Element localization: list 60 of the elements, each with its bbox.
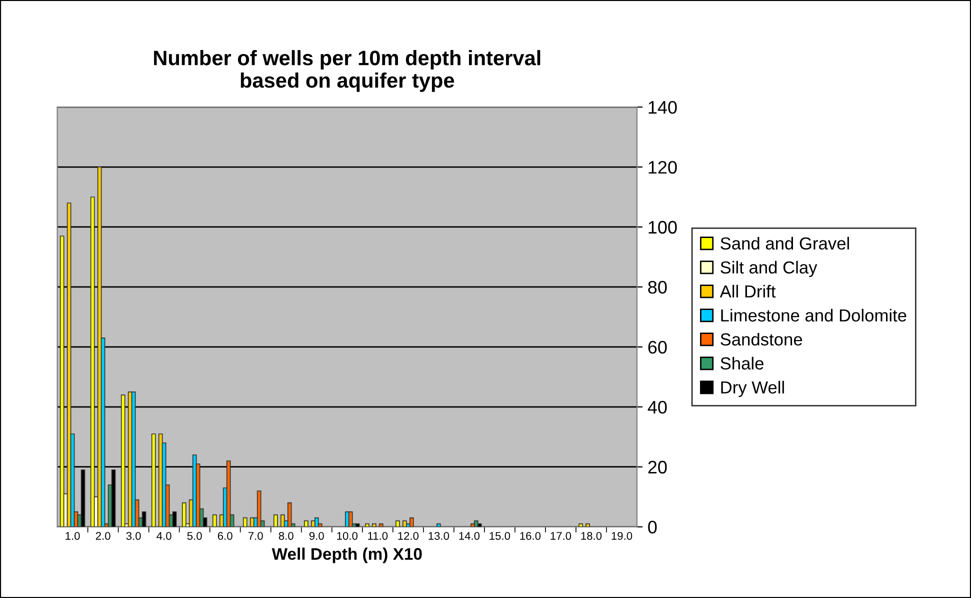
bar	[586, 523, 590, 527]
legend-label: Limestone and Dolomite	[721, 308, 906, 322]
bar	[304, 520, 308, 527]
x-tick-label: 4.0	[156, 532, 172, 540]
x-tick-label: 19.0	[612, 532, 632, 540]
x-tick-label: 9.0	[309, 532, 324, 540]
bar	[226, 460, 231, 527]
x-tick-label: 12.0	[398, 532, 419, 540]
x-tick-label: 3.0	[126, 532, 141, 540]
bar	[212, 514, 217, 527]
x-tick-label: 16.0	[520, 532, 541, 540]
bar	[60, 236, 64, 527]
bar	[182, 502, 186, 527]
bar	[131, 391, 136, 527]
x-axis-title: Well Depth (m) X10	[272, 548, 422, 564]
bar	[120, 394, 126, 527]
x-tick-label: 17.0	[550, 532, 572, 540]
chart-title: Number of wells per 10m depth interval based on aquifer type	[154, 50, 540, 92]
x-tick-label: 14.0	[459, 532, 480, 540]
bar	[409, 517, 414, 527]
y-tick-label: 80	[648, 280, 667, 294]
x-tick-label: 7.0	[248, 532, 263, 540]
x-tick-label: 1.0	[66, 532, 80, 540]
legend-label: Dry Well	[721, 380, 784, 398]
bar	[372, 523, 376, 527]
x-tick-label: 10.0	[337, 532, 358, 540]
bar	[436, 523, 441, 527]
y-tick-label: 120	[648, 160, 677, 174]
legend-label: Sandstone	[720, 332, 802, 346]
y-tick-label: 40	[648, 400, 667, 414]
bar	[280, 514, 285, 527]
bar	[348, 511, 353, 527]
legend-label: Silt and Clay	[720, 260, 818, 278]
x-tick-label: 18.0	[581, 532, 602, 540]
bar	[151, 433, 156, 527]
bar	[287, 502, 292, 527]
y-tick-label: 60	[648, 340, 667, 354]
bar	[314, 517, 319, 527]
x-tick-label: 2.0	[96, 532, 110, 540]
bar	[396, 520, 400, 527]
y-tick-label: 100	[648, 220, 677, 234]
x-tick-label: 6.0	[218, 532, 232, 540]
y-tick-label: 0	[648, 520, 657, 534]
legend-label: Shale	[720, 356, 764, 370]
legend-label: All Drift	[720, 284, 776, 298]
bar	[365, 523, 370, 527]
x-tick-label: 13.0	[428, 532, 450, 540]
bar	[256, 490, 262, 527]
x-tick-label: 15.0	[490, 532, 510, 540]
bar	[578, 523, 583, 527]
bar	[273, 514, 278, 527]
y-tick-label: 140	[648, 100, 677, 114]
x-tick-label: 11.0	[368, 532, 388, 540]
bar	[90, 196, 95, 527]
y-tick-label: 20	[648, 460, 667, 474]
x-tick-label: 5.0	[187, 532, 202, 540]
x-tick-label: 8.0	[278, 532, 294, 540]
bar	[378, 523, 384, 527]
legend-label: Sand and Gravel	[720, 236, 849, 250]
bar	[242, 517, 248, 527]
